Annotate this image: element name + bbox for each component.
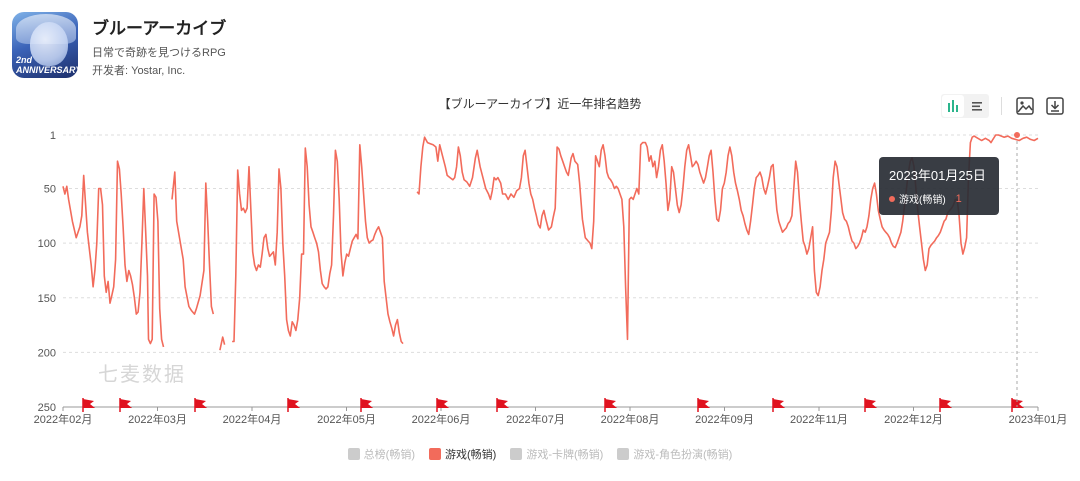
x-tick-label: 2022年05月 xyxy=(317,412,376,426)
image-icon[interactable] xyxy=(1014,95,1036,117)
legend-item[interactable]: 游戏-卡牌(畅销) xyxy=(510,446,603,462)
legend-item[interactable]: 游戏-角色扮演(畅销) xyxy=(617,446,732,462)
event-flag-icon[interactable] xyxy=(604,398,617,412)
tooltip-date: 2023年01月25日 xyxy=(889,168,986,183)
event-flag-icon[interactable] xyxy=(360,398,373,412)
legend-swatch xyxy=(347,448,360,460)
x-tick-label: 2022年09月 xyxy=(695,412,754,426)
y-tick-label: 250 xyxy=(38,402,56,414)
event-flag-icon[interactable] xyxy=(864,398,877,412)
legend-item[interactable]: 游戏(畅销) xyxy=(429,446,496,462)
watermark: 七麦数据 xyxy=(98,364,186,386)
event-flag-icon[interactable] xyxy=(939,398,952,412)
x-tick-label: 2023年01月 xyxy=(1009,412,1068,426)
chart-toolbar xyxy=(941,94,1066,118)
y-tick-label: 100 xyxy=(38,238,56,250)
event-flag-icon[interactable] xyxy=(287,398,300,412)
x-tick-label: 2022年03月 xyxy=(128,412,187,426)
app-icon: 2nd ANNIVERSARY xyxy=(12,12,78,78)
x-tick-label: 2022年02月 xyxy=(34,412,93,426)
x-tick-label: 2022年06月 xyxy=(412,412,471,426)
x-tick-label: 2022年11月 xyxy=(790,412,848,426)
hover-point xyxy=(1014,132,1020,138)
event-flag-icon[interactable] xyxy=(82,398,95,412)
y-tick-label: 150 xyxy=(38,293,56,305)
x-axis-ticks: 2022年02月 2022年03月 2022年04月 2022年05月 2022年06月… xyxy=(34,407,1068,426)
legend-label: 总榜(畅销) xyxy=(363,449,415,461)
event-flag-icon[interactable] xyxy=(119,398,132,412)
app-icon-badge: 2nd ANNIVERSARY xyxy=(16,55,78,75)
series-line-path xyxy=(62,134,1039,351)
event-flag-icon[interactable] xyxy=(1011,398,1024,412)
y-tick-label: 200 xyxy=(38,347,56,359)
legend-label: 游戏-卡牌(畅销) xyxy=(526,449,604,461)
app-name: ブルーアーカイブ xyxy=(92,19,227,38)
event-flag-icon[interactable] xyxy=(697,398,710,412)
x-tick-label: 2022年12月 xyxy=(884,412,943,426)
series-line xyxy=(62,134,1039,351)
app-developer: 开发者: Yostar, Inc. xyxy=(92,65,186,77)
view-toggle-group xyxy=(941,94,989,118)
toolbar-divider xyxy=(1001,97,1002,115)
y-tick-label: 1 xyxy=(50,130,56,142)
legend-item[interactable]: 总榜(畅销) xyxy=(347,446,415,462)
event-flag-icon[interactable] xyxy=(194,398,207,412)
x-tick-label: 2022年07月 xyxy=(506,412,565,426)
legend-label: 游戏-角色扮演(畅销) xyxy=(633,449,733,461)
list-icon[interactable] xyxy=(966,95,988,117)
series-dot-icon xyxy=(889,195,895,202)
event-flags xyxy=(82,398,1024,412)
event-flag-icon[interactable] xyxy=(496,398,509,412)
tooltip-value: 1 xyxy=(955,192,962,205)
event-flag-icon[interactable] xyxy=(772,398,785,412)
tooltip-row: 游戏(畅销) 1 xyxy=(889,191,962,206)
chart-legend: 总榜(畅销) 游戏(畅销) 游戏-卡牌(畅销) 游戏-角色扮演(畅销) xyxy=(0,446,1080,462)
x-tick-label: 2022年08月 xyxy=(601,412,660,426)
x-tick-label: 2022年04月 xyxy=(223,412,282,426)
chart-title: 【ブルーアーカイブ】近一年排名趋势 xyxy=(439,96,642,111)
chart-tooltip: 2023年01月25日 游戏(畅销) 1 xyxy=(879,157,999,215)
legend-swatch xyxy=(510,448,523,460)
app-subtitle: 日常で奇跡を見つけるRPG xyxy=(92,47,226,59)
event-flag-icon[interactable] xyxy=(436,398,449,412)
legend-label: 游戏(畅销) xyxy=(445,449,497,461)
bar-chart-icon[interactable] xyxy=(942,95,964,117)
download-icon[interactable] xyxy=(1044,95,1066,117)
legend-swatch xyxy=(429,448,441,460)
app-header: 2nd ANNIVERSARY ブルーアーカイブ 日常で奇跡を見つけるRPG 开… xyxy=(12,12,612,82)
y-tick-label: 50 xyxy=(44,184,56,196)
tooltip-series: 游戏(畅销) xyxy=(899,195,946,206)
legend-swatch xyxy=(617,448,630,460)
